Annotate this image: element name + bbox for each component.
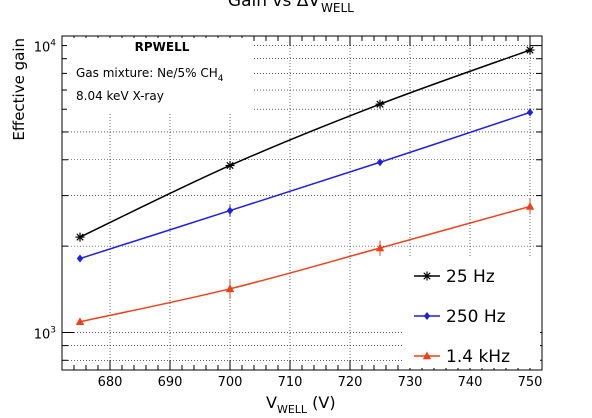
- annotation-title: RPWELL: [135, 40, 190, 54]
- data-point: [75, 232, 85, 242]
- chart-title-subscript: WELL: [321, 1, 354, 15]
- data-point: [376, 158, 384, 167]
- legend-label: 25 Hz: [446, 267, 495, 287]
- data-point: [375, 243, 385, 252]
- legend-label: 250 Hz: [446, 307, 506, 327]
- chart-title: Gain vs ΔV: [228, 0, 320, 11]
- series-group: [75, 45, 535, 326]
- annotation-gas-mixture: Gas mixture: Ne/5% CH4: [76, 66, 224, 84]
- legend-label: 1.4 kHz: [446, 347, 510, 367]
- legend-marker: [423, 312, 431, 320]
- series-line-0: [79, 49, 531, 238]
- data-point: [375, 99, 385, 109]
- x-tick-label: 690: [158, 375, 183, 390]
- x-axis-label: VWELL (V): [266, 393, 336, 416]
- x-axis-label-subscript: WELL: [277, 403, 308, 416]
- y-tick-label: 104: [34, 39, 57, 56]
- annotation-box: [67, 38, 253, 114]
- data-point: [226, 206, 234, 215]
- x-axis-label-unit: (V): [307, 393, 336, 412]
- y-tick-label: 103: [34, 325, 56, 342]
- x-tick-label: 700: [218, 375, 243, 390]
- series-line-1: [79, 111, 531, 260]
- data-point: [526, 108, 534, 117]
- x-tick-label: 740: [458, 375, 483, 390]
- data-point: [225, 160, 235, 170]
- x-tick-label: 750: [518, 375, 543, 390]
- x-tick-label: 720: [338, 375, 363, 390]
- data-point: [525, 201, 535, 210]
- axes: 680 690 700 710 720 730 740 750 103 104: [34, 35, 543, 390]
- legend: 25 Hz 250 Hz 1.4 kHz: [404, 258, 540, 368]
- legend-marker: [422, 271, 432, 281]
- x-tick-label: 730: [398, 375, 423, 390]
- series-line-2: [79, 205, 531, 323]
- data-point: [225, 284, 235, 293]
- x-tick-label: 680: [98, 375, 123, 390]
- data-point: [75, 317, 85, 326]
- x-tick-label: 710: [278, 375, 303, 390]
- y-axis-label: Effective gain: [10, 38, 28, 141]
- plot-frame: [61, 35, 543, 371]
- annotation-gas-subscript: 4: [218, 74, 224, 84]
- data-point: [525, 45, 535, 55]
- data-point: [76, 254, 84, 263]
- legend-marker: [422, 351, 432, 360]
- annotation-xray: 8.04 keV X-ray: [76, 89, 164, 103]
